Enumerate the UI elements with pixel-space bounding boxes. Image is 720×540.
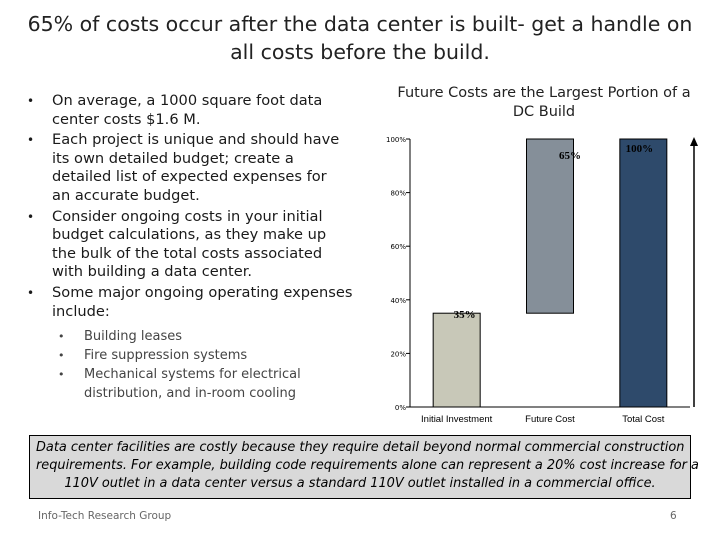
bullet-text: Each project is unique and should have i…	[52, 131, 362, 205]
x-tick-label: Future Cost	[525, 414, 575, 425]
bullet-list: • On average, a 1000 square foot data ce…	[22, 92, 362, 403]
bullet-text: Some major ongoing operating expenses in…	[52, 284, 362, 321]
x-tick-label: Initial Investment	[421, 414, 493, 425]
bullet-dot: •	[27, 285, 35, 300]
data-label: 65%	[559, 150, 581, 162]
bullet-line: Consider ongoing costs in your initial	[52, 207, 323, 225]
footer-company: Info-Tech Research Group	[38, 510, 172, 522]
bullet-line: include:	[52, 302, 110, 320]
bullet-text: On average, a 1000 square foot data cent…	[52, 92, 362, 129]
y-tick-label: 80%	[390, 190, 406, 198]
bullet-item: • Consider ongoing costs in your initial…	[22, 208, 362, 282]
y-tick-label: 60%	[390, 243, 406, 251]
sub-bullet-dot: •	[58, 368, 65, 382]
page-number: 6	[670, 510, 677, 522]
bullet-line: the bulk of the total costs associated	[52, 244, 323, 262]
slide-title: 65% of costs occur after the data center…	[0, 10, 720, 66]
bar-future-cost	[526, 138, 574, 314]
sub-bullet-line: Mechanical systems for electrical	[84, 367, 301, 383]
bullet-line: budget calculations, as they make up	[52, 226, 327, 244]
sub-bullet-line: Building leases	[84, 329, 182, 345]
y-tick-label: 0%	[395, 404, 406, 412]
bullet-line: detailed list of expected expenses for	[52, 168, 327, 186]
x-tick-label: Total Cost	[622, 414, 665, 425]
sub-bullet-line: Fire suppression systems	[84, 348, 248, 364]
sub-bullet-line: distribution, and in-room cooling	[84, 386, 297, 402]
bullet-item: • Some major ongoing operating expenses …	[22, 284, 362, 321]
callout-line-1: Data center facilities are costly becaus…	[36, 440, 685, 455]
chart-title-line-2: DC Build	[512, 104, 576, 120]
bullet-dot: •	[27, 94, 35, 108]
y-tick-label: 20%	[390, 350, 406, 358]
slide-title-line-2: all costs before the build.	[230, 40, 490, 64]
chart-title: Future Costs are the Largest Portion of …	[388, 84, 700, 122]
data-label: 35%	[454, 309, 476, 321]
sub-bullet-dot: •	[58, 349, 65, 363]
bullet-text: Consider ongoing costs in your initial b…	[52, 208, 362, 282]
sub-bullet-item: • Fire suppression systems	[22, 346, 362, 365]
bullet-item: • On average, a 1000 square foot data ce…	[22, 92, 362, 129]
sub-bullet-dot: •	[58, 330, 65, 344]
callout-box: Data center facilities are costly becaus…	[29, 435, 699, 499]
bullet-dot: •	[27, 133, 35, 148]
bullet-line: Some major ongoing operating expenses	[52, 283, 353, 301]
chart-title-line-1: Future Costs are the Largest Portion of …	[397, 85, 691, 101]
y-tick-label: 100%	[386, 136, 406, 144]
y-tick-label: 40%	[390, 297, 406, 305]
bullet-line: with building a data center.	[52, 263, 253, 281]
data-label: 100%	[626, 143, 654, 155]
bar-initial-investment	[432, 312, 481, 408]
bullet-dot: •	[27, 209, 35, 224]
slide-title-line-1: 65% of costs occur after the data center…	[27, 12, 693, 36]
bar-total-cost	[619, 138, 668, 408]
bullet-line: center costs $1.6 M.	[52, 110, 201, 128]
callout-line-2: requirements. For example, building code…	[36, 458, 699, 473]
sub-bullet-item: • Building leases	[22, 327, 362, 346]
bullet-line: an accurate budget.	[52, 186, 200, 204]
total-arrow-head	[690, 137, 698, 146]
bullet-line: On average, a 1000 square foot data	[52, 92, 323, 109]
bullet-item: • Each project is unique and should have…	[22, 131, 362, 205]
bullet-line: Each project is unique and should have	[52, 131, 340, 149]
sub-bullet-item: • Mechanical systems for electrical dist…	[22, 365, 362, 403]
waterfall-chart: 0% 20% 40% 60% 80% 100% Initial Investment 35% F…	[386, 136, 698, 425]
callout-line-3: 110V outlet in a data center versus a st…	[64, 476, 656, 491]
bullet-line: its own detailed budget; create a	[52, 149, 294, 167]
